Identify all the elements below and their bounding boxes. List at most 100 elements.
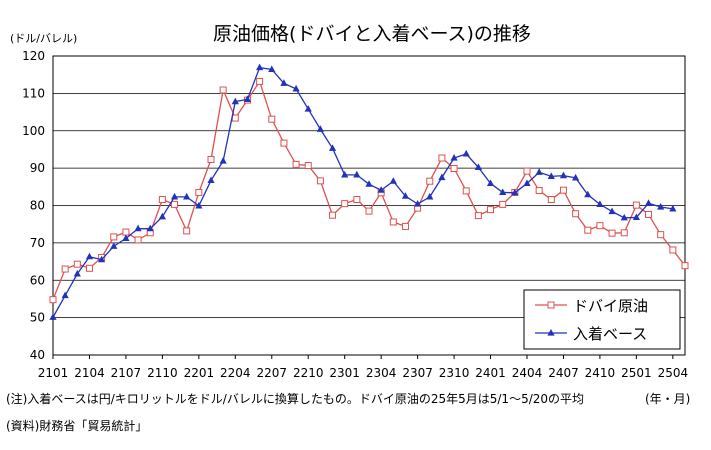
data-point xyxy=(280,139,288,147)
data-point xyxy=(596,222,604,230)
data-point xyxy=(426,192,434,200)
data-point xyxy=(329,211,337,219)
data-point xyxy=(669,246,677,254)
data-point xyxy=(122,234,130,241)
data-point xyxy=(110,233,118,241)
data-point xyxy=(365,207,373,215)
data-point xyxy=(243,95,252,102)
data-point xyxy=(620,213,628,221)
data-point xyxy=(292,160,300,168)
data-point xyxy=(183,192,191,200)
x-tick-label: 2504 xyxy=(658,366,689,380)
data-point xyxy=(657,202,665,210)
data-point xyxy=(511,188,519,196)
data-point xyxy=(535,187,543,195)
data-point xyxy=(462,149,470,157)
series-line xyxy=(52,79,686,300)
series-2 xyxy=(49,63,677,320)
x-tick-label: 2501 xyxy=(621,366,652,380)
data-point xyxy=(535,168,543,175)
data-point xyxy=(146,224,154,232)
data-point xyxy=(49,296,57,304)
x-tick-label: 2410 xyxy=(585,366,616,380)
data-point xyxy=(231,97,239,105)
data-point xyxy=(195,201,203,209)
legend-marker xyxy=(547,329,555,336)
data-point xyxy=(365,180,373,187)
data-point xyxy=(158,196,166,204)
data-point xyxy=(681,262,689,270)
data-point xyxy=(657,231,665,239)
data-point xyxy=(61,265,69,273)
data-point xyxy=(207,176,215,184)
data-point xyxy=(85,252,94,260)
data-point xyxy=(462,187,470,195)
data-point xyxy=(389,218,397,226)
data-point xyxy=(183,227,191,235)
y-tick-label: 90 xyxy=(30,161,45,175)
legend-marker xyxy=(547,301,555,309)
data-point xyxy=(572,173,580,181)
data-point xyxy=(644,199,653,206)
data-point xyxy=(73,260,81,268)
x-tick-label: 2201 xyxy=(184,366,215,380)
x-tick-label: 2207 xyxy=(256,366,287,380)
data-point xyxy=(414,200,422,207)
data-point xyxy=(134,236,142,244)
gridlines xyxy=(53,55,685,319)
series-1 xyxy=(49,77,689,304)
data-point xyxy=(49,313,57,320)
data-point xyxy=(207,156,215,164)
data-point xyxy=(316,125,324,132)
data-point xyxy=(547,172,555,179)
data-point xyxy=(377,186,385,193)
y-tick-label: 110 xyxy=(22,86,45,100)
footnote: (注)入着ベースは円/キロリットルをドル/バレルに換算したもの。ドバイ原油の25… xyxy=(6,392,585,406)
data-point xyxy=(158,212,166,220)
data-point xyxy=(474,163,482,170)
data-point xyxy=(219,86,227,94)
x-tick-label: 2304 xyxy=(366,366,397,380)
data-point xyxy=(256,77,264,85)
data-point xyxy=(353,196,361,204)
axes xyxy=(52,55,686,359)
data-point xyxy=(608,229,616,237)
data-point xyxy=(632,213,640,221)
data-point xyxy=(341,200,349,208)
data-point xyxy=(268,65,276,73)
data-point xyxy=(559,186,567,194)
series-layer xyxy=(49,63,689,320)
data-point xyxy=(256,63,264,71)
data-point xyxy=(304,162,312,170)
data-point xyxy=(292,84,300,92)
data-point xyxy=(547,196,555,204)
x-tick-label: 2101 xyxy=(38,366,69,380)
chart-title: 原油価格(ドバイと入着ベース)の推移 xyxy=(213,23,531,45)
x-tick-label: 2104 xyxy=(74,366,105,380)
data-point xyxy=(134,224,142,232)
data-point xyxy=(450,154,458,161)
data-point xyxy=(523,167,531,175)
data-point xyxy=(316,177,324,185)
data-point xyxy=(171,200,179,208)
x-tick-labels: 2101 2104 2107 2110 2201 2204 2207 2210 2301 2304… xyxy=(38,366,688,380)
y-tick-label: 40 xyxy=(30,348,45,362)
period-label: (年・月) xyxy=(645,392,691,406)
data-point xyxy=(559,171,568,179)
y-tick-label: 80 xyxy=(30,199,45,213)
data-point xyxy=(73,269,81,277)
data-point xyxy=(195,188,203,196)
data-point xyxy=(438,173,446,181)
plot-frame xyxy=(52,55,686,356)
y-tick-label: 70 xyxy=(30,236,45,250)
data-point xyxy=(401,192,410,199)
data-point xyxy=(669,204,677,212)
legend-label: ドバイ原油 xyxy=(573,297,648,315)
x-tick-label: 2407 xyxy=(548,366,579,380)
y-tick-label: 120 xyxy=(22,49,45,63)
x-tick-label: 2107 xyxy=(111,366,142,380)
data-point xyxy=(523,179,531,187)
data-point xyxy=(268,115,276,123)
x-tick-label: 2310 xyxy=(439,366,470,380)
